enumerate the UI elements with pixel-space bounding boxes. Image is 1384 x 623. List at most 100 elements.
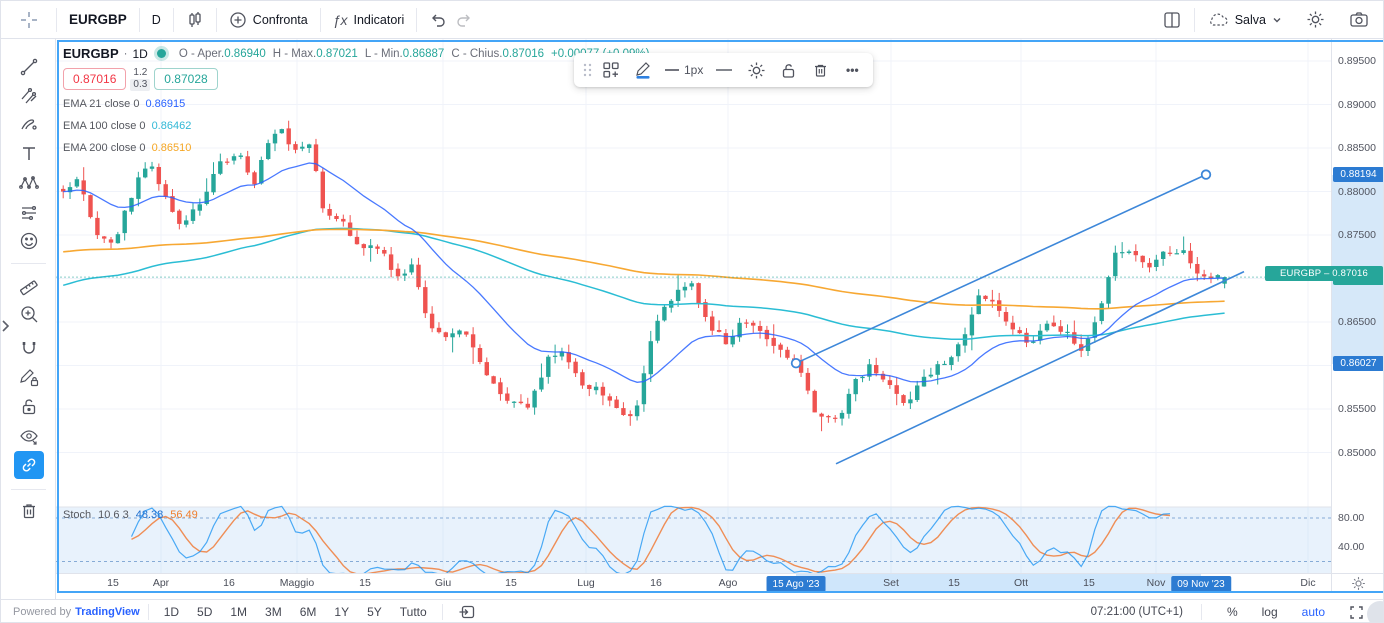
symbol-search-button[interactable]: EURGBP bbox=[57, 1, 139, 39]
drawing-settings-button[interactable] bbox=[741, 56, 771, 84]
price-chart-canvas[interactable] bbox=[56, 39, 1331, 573]
range-button-5Y[interactable]: 5Y bbox=[367, 605, 382, 619]
indicator-legend-row[interactable]: EMA 100 close 0 0.86462 bbox=[63, 117, 649, 135]
range-button-6M[interactable]: 6M bbox=[299, 605, 317, 619]
trend-line-drawing[interactable] bbox=[835, 270, 1245, 465]
floating-widget-bubble[interactable] bbox=[1367, 601, 1383, 622]
gear-icon bbox=[1306, 10, 1325, 29]
line-style-button[interactable] bbox=[709, 56, 739, 84]
redo-button[interactable] bbox=[451, 1, 485, 39]
toolbar-separator bbox=[1193, 7, 1195, 32]
stay-in-drawing-mode-tool[interactable] bbox=[14, 364, 44, 392]
brush-tool[interactable] bbox=[14, 111, 44, 139]
drawing-price-axis-tag: 0.88194 bbox=[1333, 167, 1383, 182]
indicator-label: EMA 200 close 0 bbox=[63, 142, 146, 154]
interval-button[interactable]: D bbox=[140, 1, 173, 39]
indicator-legend-row[interactable]: EMA 200 close 0 0.86510 bbox=[63, 139, 649, 157]
top-toolbar: EURGBP D Confronta bbox=[1, 1, 1383, 39]
screenshot-button[interactable] bbox=[1337, 1, 1383, 39]
time-axis[interactable]: 15 Apr 16 Maggio 15 Giu 15 Lug 16 Ago Set 15 Ott 15 No… bbox=[56, 573, 1331, 593]
drawing-templates-button[interactable] bbox=[596, 56, 626, 84]
indicator-label: EMA 100 close 0 bbox=[63, 120, 146, 132]
time-tick-label: Nov bbox=[1146, 577, 1166, 589]
chart-pane[interactable] bbox=[56, 39, 1331, 573]
range-button-1Y[interactable]: 1Y bbox=[334, 605, 350, 619]
tradingview-link[interactable]: TradingView bbox=[75, 606, 140, 618]
xabcd-pattern-tool[interactable] bbox=[14, 169, 44, 197]
line-color-button[interactable] bbox=[628, 56, 658, 84]
go-to-date-button[interactable] bbox=[451, 602, 483, 622]
drawing-handle[interactable] bbox=[1200, 169, 1212, 180]
time-tick-label: Ago bbox=[718, 577, 738, 589]
redo-icon bbox=[455, 11, 473, 29]
magnet-tool[interactable] bbox=[14, 335, 44, 363]
compare-label: Confronta bbox=[252, 12, 308, 27]
lock-drawing-button[interactable] bbox=[773, 56, 803, 84]
time-tick-label: 15 bbox=[948, 577, 960, 589]
delete-drawing-button[interactable] bbox=[805, 56, 835, 84]
more-options-button[interactable]: ••• bbox=[837, 56, 867, 84]
fullscreen-button[interactable] bbox=[1342, 603, 1371, 622]
undo-button[interactable] bbox=[417, 1, 451, 39]
sell-button[interactable]: 0.87016 bbox=[63, 68, 127, 90]
grid-lines bbox=[56, 39, 1331, 573]
price-tick-label: 0.85000 bbox=[1338, 447, 1376, 459]
legend-symbol[interactable]: EURGBP bbox=[63, 46, 119, 61]
auto-scale-button[interactable]: auto bbox=[1301, 605, 1325, 619]
drawing-handle[interactable] bbox=[790, 358, 802, 369]
legend-main-row: EURGBP · 1D O - Aper.0.86940 H - Max.0.87… bbox=[63, 46, 649, 61]
hide-all-drawings-tool[interactable] bbox=[14, 422, 44, 450]
text-tool[interactable] bbox=[14, 140, 44, 168]
trend-line-tool[interactable] bbox=[14, 53, 44, 81]
chart-settings-button[interactable] bbox=[1294, 1, 1337, 39]
layout-button[interactable] bbox=[1150, 1, 1194, 39]
fib-retracement-tool[interactable] bbox=[14, 82, 44, 110]
range-button-1D[interactable]: 1D bbox=[163, 605, 180, 619]
indicator-legend-row[interactable]: EMA 21 close 0 0.86915 bbox=[63, 95, 649, 113]
zoom-in-tool[interactable] bbox=[14, 300, 44, 328]
compare-button[interactable]: Confronta bbox=[217, 1, 320, 39]
emoji-tool[interactable] bbox=[14, 227, 44, 255]
range-button-5D[interactable]: 5D bbox=[197, 605, 213, 619]
crosshair-tool-button[interactable] bbox=[1, 1, 56, 39]
range-button-1M[interactable]: 1M bbox=[230, 605, 248, 619]
ohlc-label: C - Chius. bbox=[451, 47, 503, 60]
buy-button[interactable]: 0.87028 bbox=[154, 68, 218, 90]
chart-style-button[interactable] bbox=[174, 1, 216, 39]
candlesticks bbox=[61, 120, 1227, 432]
axis-corner-cell[interactable] bbox=[1331, 573, 1383, 593]
price-tick-label: 0.86500 bbox=[1338, 316, 1376, 328]
measure-tool[interactable] bbox=[14, 271, 44, 299]
stoch-k-value: 48.38 bbox=[135, 509, 164, 521]
sync-drawings-tool[interactable] bbox=[14, 451, 44, 479]
camera-icon bbox=[1349, 11, 1369, 29]
drawing-tools-sidebar bbox=[1, 39, 56, 599]
time-tick-label: 15 bbox=[505, 577, 517, 589]
stoch-k-line bbox=[130, 505, 1171, 573]
range-button-3M[interactable]: 3M bbox=[265, 605, 282, 619]
remove-drawings-tool[interactable] bbox=[14, 497, 44, 525]
legend-interval[interactable]: 1D bbox=[132, 46, 148, 61]
time-tick-label: 15 bbox=[359, 577, 371, 589]
percent-scale-button[interactable]: % bbox=[1226, 605, 1238, 619]
lock-all-drawings-tool[interactable] bbox=[14, 393, 44, 421]
floating-drawing-toolbar: 1px ••• bbox=[574, 53, 874, 87]
clock-label[interactable]: 07:21:00 (UTC+1) bbox=[1090, 606, 1183, 618]
range-button-Tutto[interactable]: Tutto bbox=[399, 605, 427, 619]
price-axis[interactable]: 0.89500 0.89000 0.88500 0.88000 0.87500 0.865… bbox=[1331, 39, 1383, 573]
price-tick-label: 0.89000 bbox=[1338, 99, 1376, 111]
log-scale-button[interactable]: log bbox=[1261, 605, 1278, 619]
time-tick-label: Dic bbox=[1300, 577, 1316, 589]
indicators-button[interactable]: ƒx Indicatori bbox=[321, 1, 417, 39]
line-width-button[interactable]: 1px bbox=[660, 56, 707, 84]
save-button[interactable]: Salva bbox=[1195, 1, 1294, 39]
stoch-legend-row[interactable]: Stoch 10 6 3 48.38 56.49 bbox=[63, 509, 198, 521]
toolbar-divider bbox=[11, 263, 46, 264]
drag-handle[interactable] bbox=[582, 62, 592, 78]
quote-panel: 0.87016 1.2 0.3 0.87028 bbox=[63, 67, 649, 91]
forecast-tool[interactable] bbox=[14, 198, 44, 226]
selected-trend-line[interactable] bbox=[790, 169, 1212, 369]
price-tick-label: 0.88000 bbox=[1338, 186, 1376, 198]
panel-expand-handle[interactable] bbox=[1, 317, 11, 335]
spread-bottom: 0.3 bbox=[130, 79, 151, 91]
